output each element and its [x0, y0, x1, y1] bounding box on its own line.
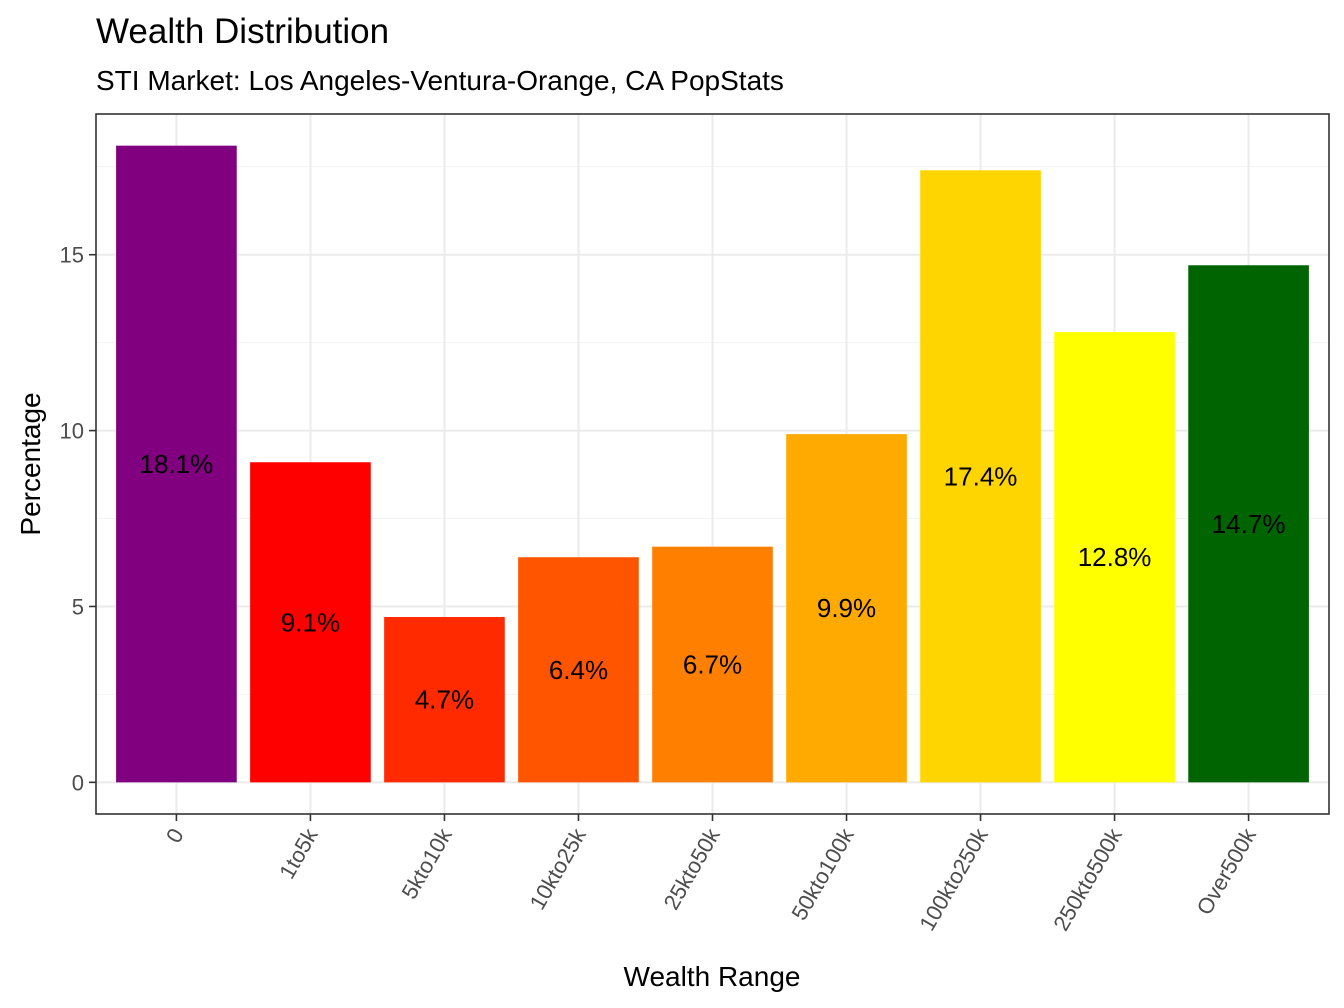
bar-100kto250k: [920, 170, 1041, 783]
y-axis: 0 5 10 15: [60, 243, 96, 795]
x-tick-label: 5kto10k: [397, 823, 458, 903]
data-labels: 18.1% 9.1% 4.7% 6.4% 6.7% 9.9% 17.4% 12.8% 14.7%: [140, 449, 1286, 715]
data-label: 6.4%: [549, 655, 608, 685]
bar-5kto10k: [384, 617, 505, 783]
bar-50kto100k: [786, 434, 907, 783]
bars: [116, 145, 1309, 783]
data-label: 17.4%: [944, 461, 1018, 491]
chart-title: Wealth Distribution: [96, 12, 389, 51]
x-tick-label: 100kto250k: [914, 823, 993, 935]
y-axis-title: Percentage: [15, 392, 46, 535]
data-label: 12.8%: [1078, 542, 1152, 572]
x-tick-label: 0: [161, 824, 189, 847]
x-tick-label: 50kto100k: [786, 823, 859, 924]
data-label: 9.1%: [281, 607, 340, 637]
x-tick-label: 10kto25k: [525, 823, 592, 914]
bar-10kto25k: [518, 557, 639, 783]
y-tick-label: 0: [72, 770, 84, 795]
bar-Over500k: [1188, 265, 1309, 783]
data-label: 4.7%: [415, 685, 474, 715]
x-tick-label: 25kto50k: [659, 823, 726, 914]
x-tick-label: 250kto500k: [1048, 823, 1127, 935]
chart-subtitle: STI Market: Los Angeles-Ventura-Orange, …: [96, 65, 784, 96]
x-axis: 0 1to5k 5kto10k 10kto25k 25kto50k 50kto100k 10…: [161, 814, 1261, 935]
bar-250kto500k: [1054, 332, 1175, 783]
data-label: 6.7%: [683, 650, 742, 680]
data-label: 9.9%: [817, 593, 876, 623]
bar-1to5k: [250, 462, 371, 783]
x-tick-label: 1to5k: [274, 823, 323, 883]
data-label: 18.1%: [140, 449, 214, 479]
data-label: 14.7%: [1212, 509, 1286, 539]
x-tick-label: Over500k: [1192, 823, 1262, 919]
y-tick-label: 5: [72, 594, 84, 619]
bar-25kto50k: [652, 546, 773, 783]
y-tick-label: 15: [60, 243, 84, 268]
plot-panel: 18.1% 9.1% 4.7% 6.4% 6.7% 9.9% 17.4% 12.8% 14.7%: [95, 113, 1330, 815]
x-axis-title: Wealth Range: [624, 961, 801, 992]
y-tick-label: 10: [60, 419, 84, 444]
bar-0: [116, 145, 237, 783]
